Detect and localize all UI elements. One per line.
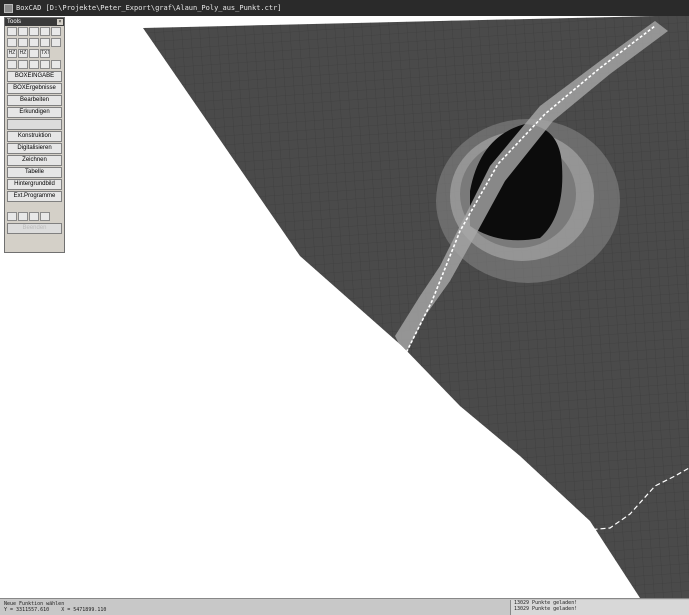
highlight-zone (395, 21, 668, 356)
disabled-button (7, 119, 62, 130)
konstruktion-button[interactable]: Konstruktion (7, 131, 62, 142)
save-icon[interactable] (40, 27, 50, 36)
help-icon[interactable] (7, 212, 17, 221)
toolbar-row-1 (5, 26, 64, 37)
ext-programme-button[interactable]: Ext.Programme (7, 191, 62, 202)
boxergebnisse-button[interactable]: BOXErgebnisse (7, 83, 62, 94)
copy-icon[interactable] (29, 27, 39, 36)
y-coordinate-label: X = (61, 607, 71, 613)
log-line: 13029 Punkte geladen! (514, 606, 578, 612)
delete-icon[interactable] (51, 60, 61, 69)
app-icon (4, 3, 13, 13)
grid-icon[interactable] (7, 60, 17, 69)
title-bar: BoxCAD [D:\Projekte\Peter_Export\graf\Al… (0, 0, 689, 16)
y-coordinate-value: 5471899.110 (73, 607, 107, 613)
zoom-out-icon[interactable] (18, 38, 28, 47)
exit-button: Beenden (7, 223, 62, 234)
layers-icon[interactable] (18, 212, 28, 221)
status-bar: Neue Funktion wählen Y = 3311557.610 X =… (0, 598, 689, 615)
toolbar-row-4 (5, 59, 64, 70)
close-icon[interactable]: × (57, 19, 63, 25)
cad-drawing-area[interactable] (0, 16, 689, 598)
tabelle-button[interactable]: Tabelle (7, 167, 62, 178)
line-icon[interactable] (51, 38, 61, 47)
contour-line (544, 467, 689, 532)
height-text-icon[interactable]: HZ (7, 49, 17, 58)
text-icon[interactable]: TXT (40, 49, 50, 58)
spacer (5, 203, 64, 211)
log-line: 13029 Punkte geladen! (514, 600, 578, 606)
mesh-canvas[interactable] (0, 16, 689, 598)
tools-title-bar: Tools × (5, 18, 64, 26)
window-title: BoxCAD [D:\Projekte\Peter_Export\graf\Al… (16, 4, 282, 12)
x-coordinate-label: Y = (4, 607, 14, 613)
mesh-icon[interactable] (29, 60, 39, 69)
printer-icon[interactable] (29, 212, 39, 221)
new-icon[interactable] (7, 27, 17, 36)
digitalisieren-button[interactable]: Digitalisieren (7, 143, 62, 154)
message-log[interactable]: 13029 Punkte geladen! 13029 Punkte gelad… (510, 600, 689, 615)
x-coordinate-value: 3311557.610 (16, 607, 50, 613)
boundary-line (401, 25, 656, 362)
settings-icon[interactable] (40, 212, 50, 221)
hintergrundbild-button[interactable]: Hintergrundbild (7, 179, 62, 190)
zoom-in-icon[interactable] (7, 38, 17, 47)
tools-title: Tools (7, 19, 22, 25)
bottom-icon-row (5, 211, 64, 222)
zeichnen-button[interactable]: Zeichnen (7, 155, 62, 166)
layer-icon[interactable] (29, 49, 39, 58)
status-prompt: Neue Funktion wählen (4, 601, 65, 607)
tools-palette: Tools × HZ HZ TXT BOXEINGABE BOXErgebnis… (4, 17, 65, 253)
open-icon[interactable] (18, 27, 28, 36)
mesh-edit-icon[interactable] (40, 60, 50, 69)
bearbeiten-button[interactable]: Bearbeiten (7, 95, 62, 106)
status-left: Neue Funktion wählen Y = 3311557.610 X =… (4, 601, 106, 613)
window-icon[interactable] (40, 38, 50, 47)
print-icon[interactable] (51, 27, 61, 36)
height-icon[interactable]: HZ (18, 49, 28, 58)
toolbar-row-2 (5, 37, 64, 48)
zoom-all-icon[interactable] (29, 38, 39, 47)
boxeingabe-button[interactable]: BOXEINGABE (7, 71, 62, 82)
toolbar-row-3: HZ HZ TXT (5, 48, 64, 59)
polyline-icon[interactable] (18, 60, 28, 69)
erkundigen-button[interactable]: Erkundigen (7, 107, 62, 118)
coordinate-readout: Y = 3311557.610 X = 5471899.110 (4, 607, 106, 613)
